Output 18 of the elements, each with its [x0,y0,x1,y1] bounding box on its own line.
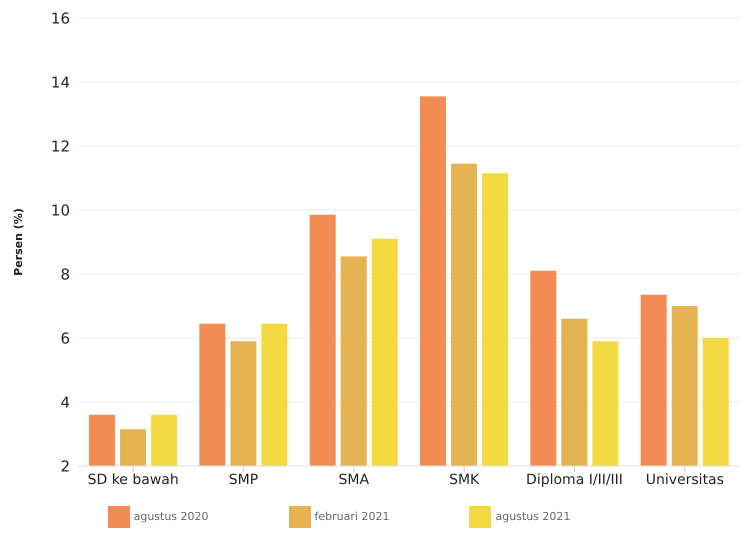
legend-label: agustus 2021 [495,510,570,524]
legend-label: agustus 2020 [134,510,209,524]
y-tick-label: 4 [60,393,70,412]
y-tick-label: 10 [50,201,70,220]
x-tick-label: SMK [449,472,480,488]
y-tick-label: 14 [50,73,70,92]
y-tick-label: 16 [50,9,70,28]
x-tick-label: Diploma I/II/III [526,472,623,488]
y-axis-title: Persen (%) [12,208,25,276]
x-tick-label: SD ke bawah [88,472,179,488]
x-tick-label: SMA [338,472,370,488]
x-tick-label: Universitas [646,472,724,488]
y-tick-label: 8 [60,265,70,284]
y-tick-label: 2 [60,457,70,476]
legend-label: februari 2021 [314,510,390,524]
y-tick-label: 6 [60,329,70,348]
y-tick-label: 12 [50,137,70,156]
x-tick-label: SMP [228,472,258,488]
